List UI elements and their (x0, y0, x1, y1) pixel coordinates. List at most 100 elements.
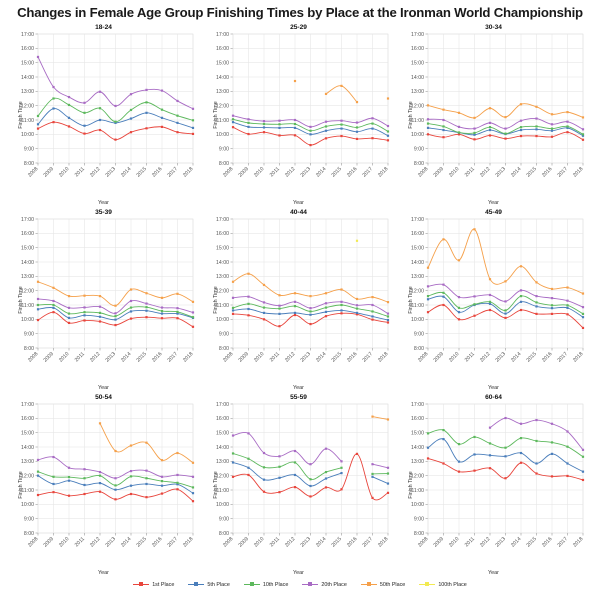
legend-item[interactable]: 10th Place (243, 581, 288, 588)
x-tick-label: 2010 (448, 166, 460, 178)
series-point (550, 123, 554, 126)
series-point (426, 118, 430, 121)
series-point (386, 321, 390, 324)
series-point (145, 309, 148, 312)
y-tick-label: 9:00 (414, 517, 424, 523)
series-point (278, 119, 281, 122)
y-tick-label: 13:00 (411, 274, 424, 280)
series-point (488, 308, 492, 312)
x-tick-label: 2015 (331, 351, 343, 363)
series-point (114, 138, 117, 141)
series-point (581, 478, 585, 482)
series-point (371, 475, 374, 478)
x-tick-label: 2016 (151, 351, 163, 363)
y-tick-label: 17:00 (216, 402, 229, 408)
series-point (371, 318, 374, 321)
series-point (36, 458, 40, 461)
series-point (504, 309, 507, 312)
series-point (83, 311, 86, 314)
y-tick-label: 8:00 (24, 531, 34, 537)
y-tick-label: 15:00 (216, 246, 229, 252)
series-point (309, 322, 312, 326)
x-tick-label: 2016 (346, 351, 358, 363)
y-tick-label: 11:00 (216, 488, 229, 494)
series-point (231, 126, 235, 129)
panel-title: 60-64 (485, 394, 502, 401)
series-point (473, 133, 476, 136)
series-point (426, 133, 430, 136)
legend-item[interactable]: 20th Place (302, 581, 347, 588)
x-axis-label: Year (293, 200, 304, 206)
y-axis-label: Finish Time (17, 470, 24, 499)
legend-item[interactable]: 5th Place (188, 581, 230, 588)
x-tick-label: 2011 (74, 351, 86, 363)
y-tick-label: 8:00 (24, 346, 34, 352)
series-point (145, 306, 148, 309)
x-tick-label: 2008 (222, 351, 234, 363)
legend-item[interactable]: 50th Place (360, 581, 406, 588)
series-point (355, 304, 359, 307)
series-point (293, 118, 297, 122)
series-point (371, 303, 374, 307)
x-tick-label: 2018 (377, 166, 389, 178)
series-point (262, 126, 266, 129)
series-point (98, 320, 102, 323)
x-tick-label: 2017 (167, 166, 179, 178)
series-point (504, 127, 507, 130)
x-tick-label: 2010 (58, 351, 70, 363)
series-point (386, 312, 390, 315)
series-point (231, 461, 235, 464)
series-point (535, 418, 538, 422)
x-tick-label: 2011 (269, 166, 281, 178)
series-point (176, 307, 179, 310)
series-point (504, 316, 507, 319)
series-point (488, 126, 492, 129)
x-tick-label: 2018 (572, 536, 584, 548)
series-point (293, 473, 297, 477)
series-point (191, 475, 195, 478)
series-point (160, 312, 164, 315)
series-point (340, 460, 343, 463)
series-point (473, 116, 476, 119)
series-point (581, 306, 585, 309)
series-point (83, 477, 86, 480)
series-point (231, 309, 235, 312)
series-point (457, 318, 461, 321)
series-point (309, 307, 312, 310)
series-point (535, 105, 538, 108)
series-point (566, 299, 569, 302)
legend-label: 50th Place (379, 581, 406, 588)
x-tick-label: 2009 (433, 351, 445, 363)
series-point (114, 488, 117, 491)
chart-legend: 1st Place 5th Place 10th Place 20th Place 50… (0, 581, 600, 588)
series-point (473, 228, 476, 231)
legend-item[interactable]: 1st Place (133, 581, 174, 588)
x-tick-label: 2015 (526, 351, 538, 363)
x-tick-label: 2016 (346, 536, 358, 548)
series-point (340, 134, 343, 138)
x-tick-label: 2016 (541, 536, 553, 548)
legend-item[interactable]: 100th Place (419, 581, 467, 588)
series-point (67, 116, 71, 119)
series-point (426, 126, 430, 129)
series-point (83, 101, 86, 104)
series-point (98, 490, 102, 493)
series-point (145, 496, 148, 499)
series-point (36, 127, 40, 130)
y-tick-label: 11:00 (21, 303, 34, 309)
series-point (98, 470, 102, 474)
series-point (262, 490, 266, 493)
x-tick-label: 2009 (43, 536, 55, 548)
y-tick-label: 15:00 (216, 61, 229, 67)
series-point (340, 288, 343, 291)
x-tick-label: 2013 (300, 536, 312, 548)
series-point (457, 470, 461, 473)
series-point (550, 297, 554, 300)
series-point (83, 468, 86, 471)
series-point (36, 318, 40, 322)
y-tick-label: 15:00 (21, 246, 34, 252)
x-tick-label: 2009 (238, 351, 250, 363)
series-point (247, 272, 250, 275)
y-tick-label: 13:00 (411, 89, 424, 95)
series-point (247, 307, 250, 311)
